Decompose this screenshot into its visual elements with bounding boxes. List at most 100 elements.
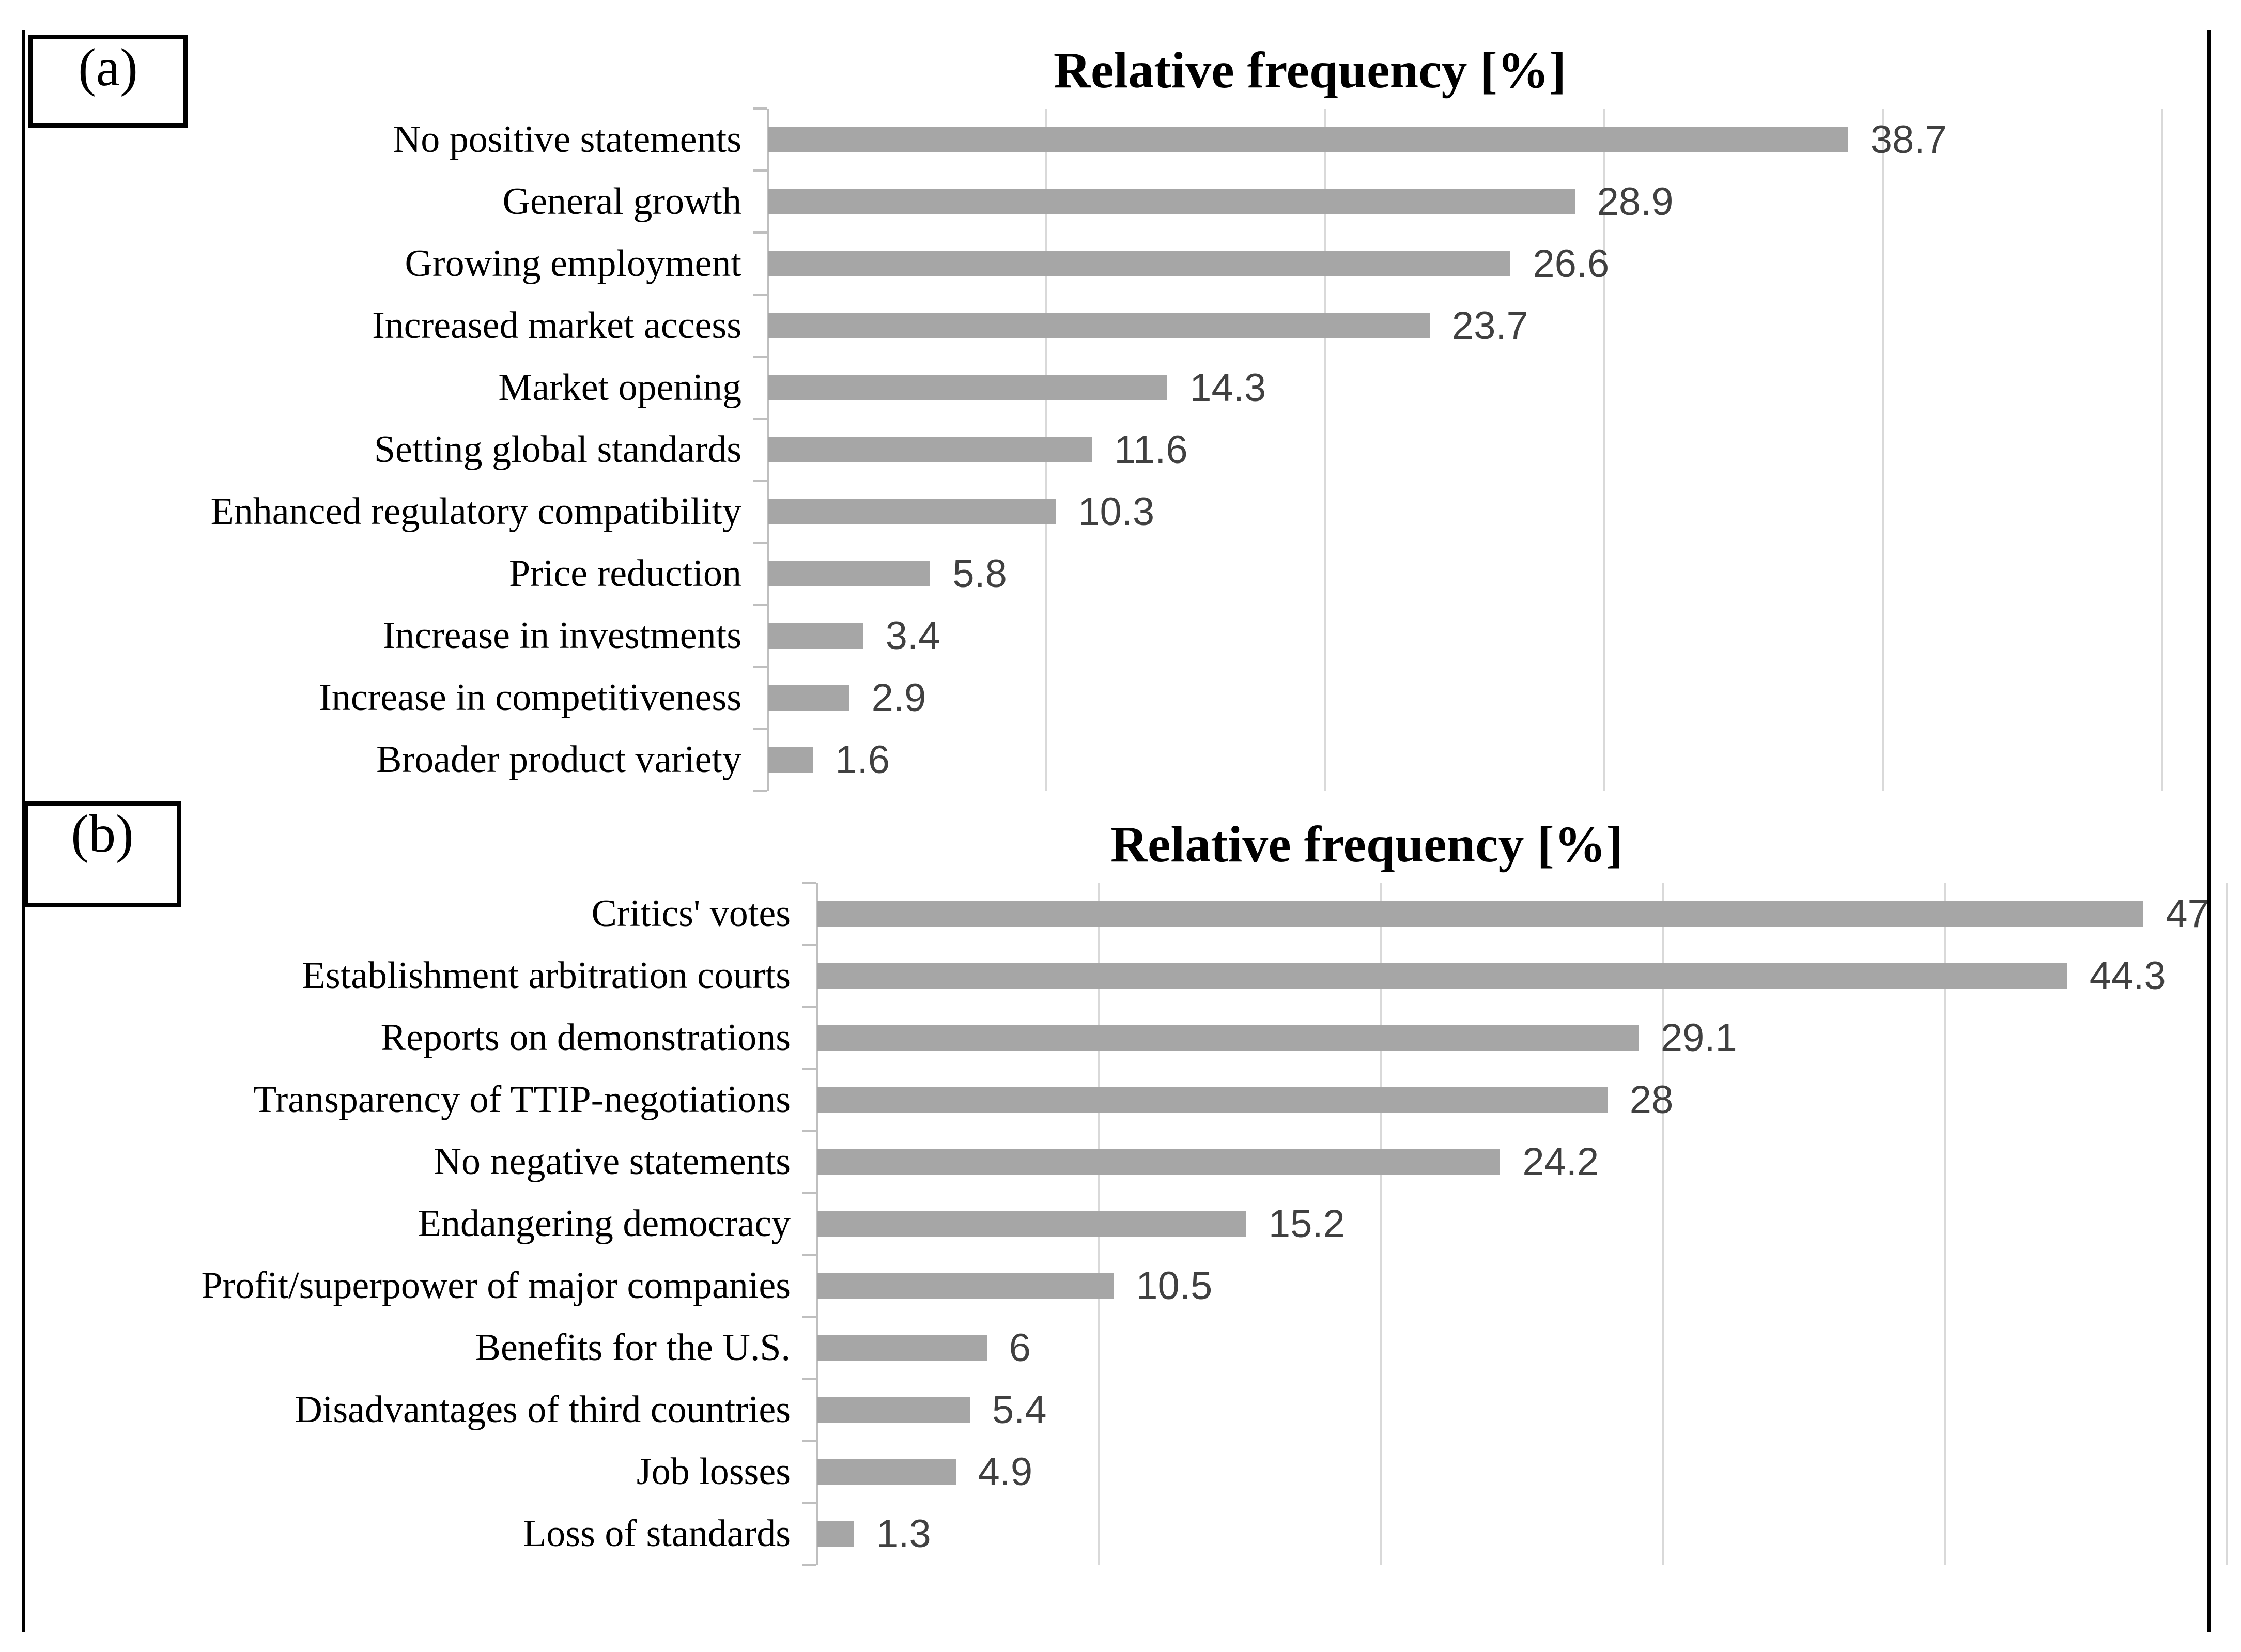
gridline <box>2161 109 2163 791</box>
bar-value-label: 10.5 <box>1136 1263 1213 1308</box>
axis-tick <box>802 1130 816 1132</box>
bar <box>817 1273 1114 1299</box>
axis-tick <box>753 231 767 234</box>
bar-value-label: 4.9 <box>978 1449 1033 1494</box>
chart-a-plot-area: 38.7 28.9 26.6 23.7 14.3 11.6 10.3 5.8 3.4 2.9 1.6 <box>753 107 2163 792</box>
bar-value-label: 15.2 <box>1268 1201 1345 1246</box>
bar-value-label: 1.3 <box>876 1511 931 1556</box>
bar-value-label: 5.8 <box>952 551 1007 596</box>
category-label: Market opening <box>498 366 741 409</box>
gridline <box>2226 883 2228 1565</box>
gridline <box>1324 109 1326 791</box>
bar-value-label: 2.9 <box>871 675 926 720</box>
axis-tick <box>802 1254 816 1256</box>
category-label: Establishment arbitration courts <box>302 954 791 997</box>
bar <box>768 499 1056 524</box>
axis-tick <box>753 728 767 730</box>
bar <box>768 251 1511 276</box>
chart-b-category-axis-labels: Critics' votes Establishment arbitration … <box>0 883 791 1565</box>
bar-value-label: 38.7 <box>1870 117 1947 162</box>
gridline <box>1380 883 1382 1565</box>
axis-tick <box>802 1564 816 1566</box>
category-label: Price reduction <box>509 552 741 595</box>
axis-tick <box>802 1316 816 1318</box>
gridline <box>1662 883 1664 1565</box>
panel-b-label-box: (b) <box>23 801 181 907</box>
bar-value-label: 3.4 <box>885 613 940 658</box>
axis-tick <box>802 1006 816 1008</box>
gridline <box>1944 883 1946 1565</box>
chart-a-category-axis-labels: No positive statements General growth Grow… <box>0 109 741 791</box>
axis-tick <box>753 294 767 296</box>
bar <box>817 1211 1246 1237</box>
axis-tick <box>753 356 767 358</box>
category-label: Broader product variety <box>376 738 741 781</box>
category-label: Reports on demonstrations <box>380 1016 791 1059</box>
axis-tick <box>802 1502 816 1504</box>
category-label: Increased market access <box>372 304 741 347</box>
axis-tick <box>802 1192 816 1194</box>
axis-tick <box>753 542 767 544</box>
axis-tick <box>802 882 816 884</box>
bar-value-label: 23.7 <box>1451 303 1528 348</box>
axis-tick <box>802 944 816 946</box>
bar <box>768 313 1430 338</box>
bar-value-label: 6 <box>1009 1325 1031 1370</box>
category-label: Increase in investments <box>382 614 741 657</box>
panel-a-label: (a) <box>78 38 138 97</box>
category-label: Disadvantages of third countries <box>295 1388 791 1431</box>
bar <box>817 1149 1501 1175</box>
category-label: Transparency of TTIP-negotiations <box>253 1078 791 1121</box>
bar-value-label: 14.3 <box>1189 365 1266 410</box>
panel-b-label: (b) <box>71 804 134 863</box>
bar-value-label: 28.9 <box>1597 179 1674 224</box>
bar-value-label: 10.3 <box>1078 489 1155 534</box>
bar <box>817 963 2067 989</box>
bar-value-label: 26.6 <box>1533 241 1610 286</box>
axis-tick <box>802 1378 816 1380</box>
category-label: Enhanced regulatory compatibility <box>210 490 741 533</box>
axis-tick <box>753 107 767 110</box>
bar <box>768 375 1168 400</box>
bar <box>768 127 1848 152</box>
category-label: Growing employment <box>405 242 741 285</box>
category-label: Increase in competitiveness <box>319 676 741 719</box>
axis-tick <box>753 790 767 792</box>
bar <box>817 1521 854 1547</box>
bar <box>817 1335 987 1361</box>
category-label: Loss of standards <box>523 1512 791 1555</box>
bar <box>817 1087 1608 1113</box>
gridline <box>1603 109 1605 791</box>
bar-value-label: 5.4 <box>992 1387 1047 1432</box>
bar <box>817 901 2144 927</box>
bar-value-label: 1.6 <box>835 737 890 782</box>
category-label: Benefits for the U.S. <box>475 1326 791 1369</box>
chart-b-plot-area: 47 44.3 29.1 28 24.2 15.2 10.5 6 5.4 4.9 1.3 <box>802 882 2228 1566</box>
gridline <box>1882 109 1884 791</box>
axis-tick <box>753 666 767 668</box>
chart-b-title: Relative frequency [%] <box>1110 815 1624 873</box>
axis-tick <box>802 1440 816 1442</box>
category-label: No negative statements <box>434 1140 791 1183</box>
bar-value-label: 28 <box>1629 1077 1674 1122</box>
bar-value-label: 47 <box>2166 891 2209 936</box>
chart-a-title: Relative frequency [%] <box>1053 41 1567 99</box>
category-label: Setting global standards <box>374 428 741 471</box>
bar <box>817 1397 970 1423</box>
category-label: Critics' votes <box>591 892 791 935</box>
bar-value-label: 11.6 <box>1114 427 1188 472</box>
bar <box>817 1025 1639 1051</box>
axis-tick <box>753 480 767 482</box>
axis-tick <box>753 418 767 420</box>
bar-value-label: 44.3 <box>2089 953 2166 998</box>
bar <box>768 437 1092 462</box>
bar-value-label: 24.2 <box>1522 1139 1599 1184</box>
bar <box>768 747 813 773</box>
panel-a-label-box: (a) <box>28 35 188 128</box>
category-label: Profit/superpower of major companies <box>201 1264 791 1307</box>
bar <box>768 623 863 649</box>
bar <box>768 189 1575 214</box>
bar <box>768 561 931 586</box>
bar-value-label: 29.1 <box>1660 1015 1737 1060</box>
